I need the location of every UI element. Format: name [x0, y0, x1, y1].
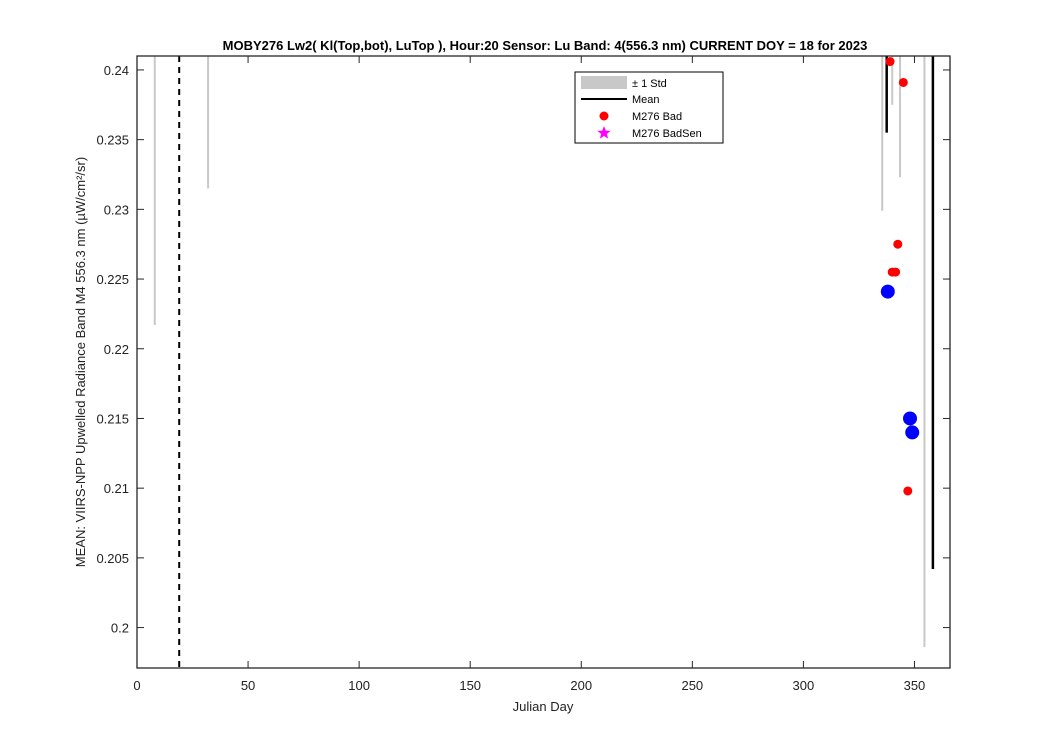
- y-tick-label: 0.2: [111, 621, 129, 636]
- y-tick-label: 0.225: [96, 272, 129, 287]
- bad-point: [891, 267, 901, 277]
- series-layer: [153, 56, 935, 648]
- x-axis-label: Julian Day: [513, 699, 574, 714]
- y-axis-label: MEAN: VIIRS-NPP Upwelled Radiance Band M…: [73, 157, 88, 567]
- blue-point: [880, 284, 895, 299]
- legend: ± 1 Std Mean M276 Bad M276 BadSen: [574, 71, 724, 144]
- plot-frame: [136, 55, 951, 669]
- legend-std-swatch: [581, 76, 627, 89]
- bad-point: [893, 239, 903, 249]
- plot-background: [137, 56, 950, 668]
- y-tick-label: 0.21: [104, 481, 129, 496]
- x-tick-label: 0: [133, 678, 140, 693]
- y-tick-label: 0.23: [104, 202, 129, 217]
- blue-point: [905, 425, 920, 440]
- plot-area: 0 50 100 150 200 250 300 350 0.2 0.205 0.21 0.215 0.…: [96, 55, 951, 693]
- x-tick-label: 200: [570, 678, 592, 693]
- bad-point: [903, 486, 913, 496]
- legend-bad-marker: [599, 111, 609, 121]
- legend-mean-label: Mean: [632, 94, 660, 106]
- bad-point: [885, 57, 895, 67]
- x-tick-label: 100: [348, 678, 370, 693]
- blue-point: [903, 411, 918, 426]
- y-tick-label: 0.205: [96, 551, 129, 566]
- x-tick-label: 250: [681, 678, 703, 693]
- y-tick-label: 0.22: [104, 342, 129, 357]
- ticks-layer: 0 50 100 150 200 250 300 350 0.2 0.205 0.21 0.215 0.…: [96, 56, 950, 693]
- bad-point: [898, 77, 908, 87]
- x-tick-label: 300: [793, 678, 815, 693]
- legend-badsen-marker: [597, 126, 611, 139]
- legend-badsen-label: M276 BadSen: [632, 128, 702, 140]
- x-tick-label: 50: [241, 678, 255, 693]
- y-tick-label: 0.215: [96, 411, 129, 426]
- x-tick-label: 150: [459, 678, 481, 693]
- y-tick-label: 0.24: [104, 63, 129, 78]
- x-tick-label: 350: [904, 678, 926, 693]
- legend-bad-label: M276 Bad: [632, 111, 682, 123]
- chart-title: MOBY276 Lw2( Kl(Top,bot), LuTop ), Hour:…: [223, 38, 868, 53]
- legend-std-label: ± 1 Std: [632, 78, 667, 90]
- y-tick-label: 0.235: [96, 133, 129, 148]
